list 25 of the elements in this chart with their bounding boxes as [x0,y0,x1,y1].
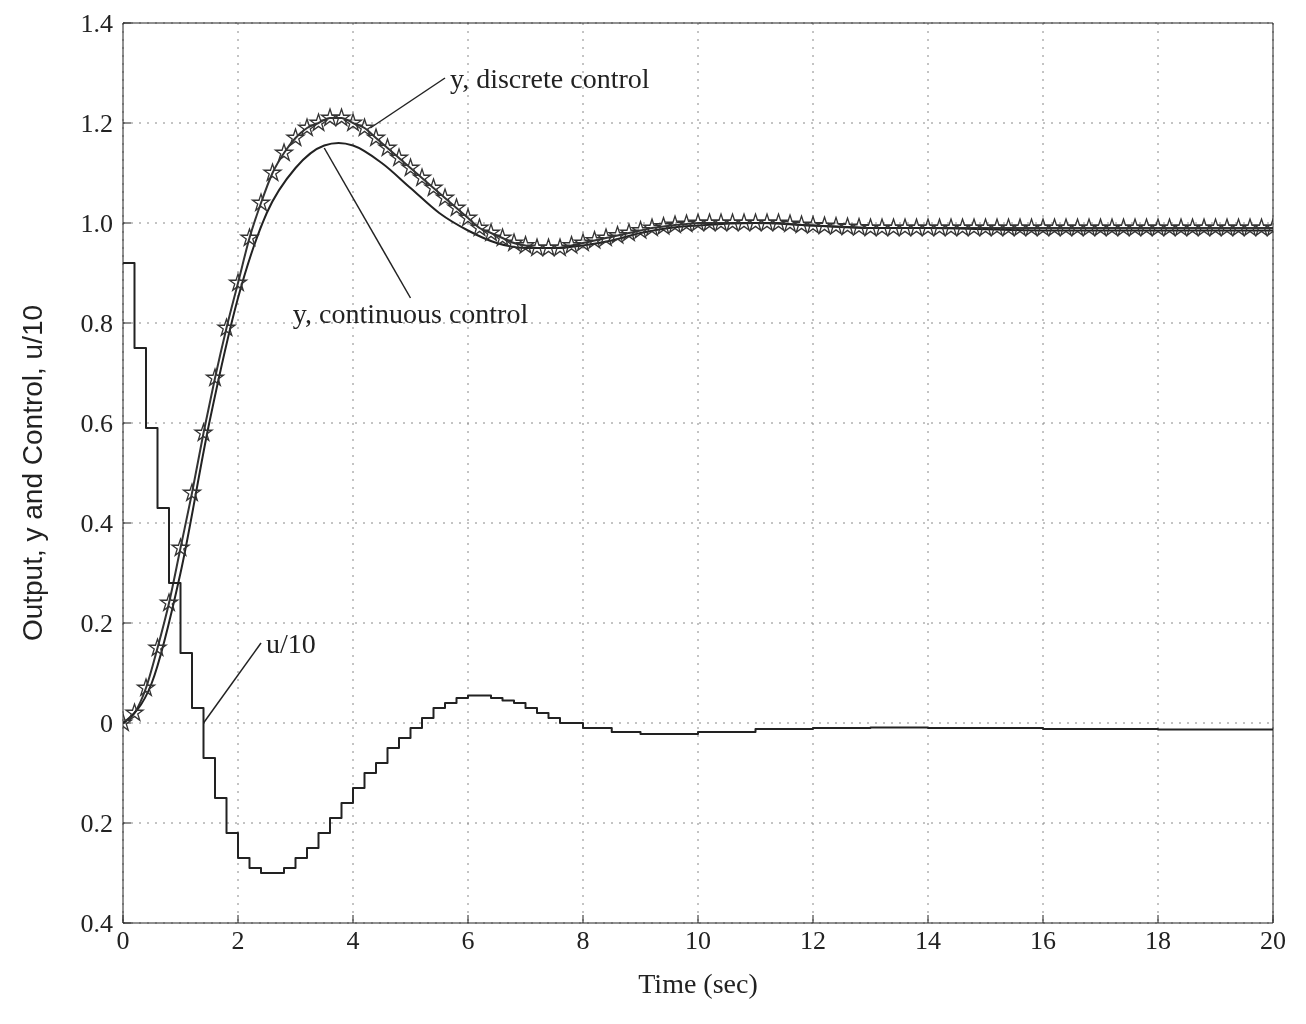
x-tick-label: 16 [1030,926,1056,956]
x-tick-label: 6 [461,926,475,956]
annotation: u/10 [266,627,316,659]
x-tick-label: 20 [1260,926,1286,956]
y-tick-label: 0.8 [80,309,113,339]
y-tick-label: 0.2 [80,809,113,839]
y-tick-label: 1.4 [80,9,113,39]
x-tick-label: 14 [915,926,941,956]
y-tick-label: 1.2 [80,109,113,139]
x-tick-label: 12 [800,926,826,956]
y-axis-title: Output, y and Control, u/10 [16,304,48,642]
x-axis-title: Time (sec) [638,968,758,999]
x-tick-label: 18 [1145,926,1171,956]
x-tick-label: 8 [576,926,590,956]
y-tick-label: 0.4 [80,909,113,939]
x-tick-label: 2 [231,926,245,956]
y-tick-label: 0.4 [80,509,113,539]
y-tick-label: 1.0 [80,209,113,239]
annotation: y, continuous control [292,297,529,329]
annotation: y, discrete control [450,62,650,94]
x-tick-label: 10 [685,926,711,956]
y-tick-label: 0.6 [80,409,113,439]
x-tick-label: 4 [346,926,360,956]
y-tick-label: 0.2 [80,609,113,639]
y-tick-label: 0 [100,709,113,739]
